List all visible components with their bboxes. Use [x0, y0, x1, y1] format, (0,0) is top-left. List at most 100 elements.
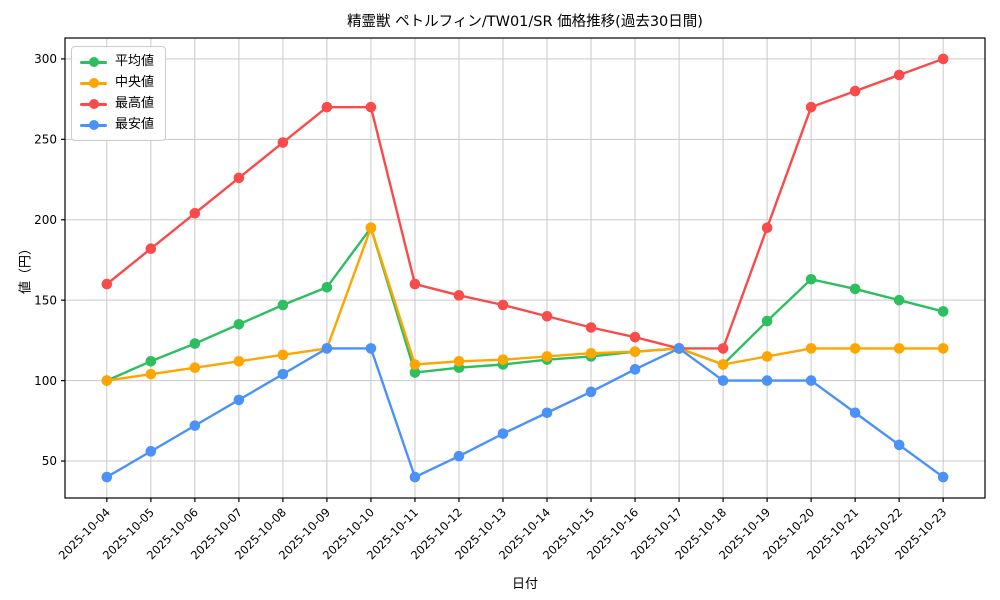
marker-high-2025-10-15 — [585, 322, 597, 333]
marker-median-2025-10-07 — [233, 355, 245, 367]
marker-median-2025-10-15 — [585, 347, 597, 359]
legend-label-low: 最安値 — [115, 117, 155, 132]
marker-low-2025-10-22 — [893, 439, 905, 451]
marker-high-2025-10-09 — [321, 101, 333, 113]
x-axis-label: 日付 — [511, 577, 539, 592]
marker-high-2025-10-14 — [541, 310, 553, 322]
marker-low-2025-10-17 — [673, 343, 685, 354]
marker-high-2025-10-22 — [893, 69, 905, 81]
marker-low-2025-10-21 — [849, 407, 861, 419]
marker-low-2025-10-06 — [189, 420, 201, 431]
y-tick-label-100: 100 — [34, 374, 57, 388]
marker-low-2025-10-04 — [101, 471, 113, 483]
marker-high-2025-10-16 — [629, 331, 641, 343]
marker-high-2025-10-20 — [805, 101, 817, 113]
marker-high-2025-10-08 — [277, 137, 289, 148]
marker-median-2025-10-14 — [541, 351, 553, 362]
legend-marker-low-icon — [88, 120, 99, 130]
marker-avg-2025-10-09 — [321, 282, 333, 293]
marker-high-2025-10-23 — [937, 53, 949, 65]
marker-low-2025-10-12 — [453, 450, 465, 462]
marker-high-2025-10-04 — [101, 278, 113, 290]
y-tick-label-250: 250 — [34, 133, 57, 147]
marker-median-2025-10-16 — [629, 346, 641, 357]
marker-avg-2025-10-22 — [893, 294, 905, 306]
series-avg — [101, 222, 949, 386]
marker-median-2025-10-20 — [805, 343, 817, 354]
y-tick-label-150: 150 — [34, 293, 57, 307]
marker-avg-2025-10-21 — [849, 283, 861, 295]
marker-median-2025-10-12 — [453, 355, 465, 367]
legend-marker-median-icon — [88, 78, 99, 88]
marker-high-2025-10-10 — [365, 101, 377, 113]
marker-median-2025-10-13 — [497, 354, 509, 365]
marker-high-2025-10-13 — [497, 299, 509, 311]
marker-avg-2025-10-19 — [761, 315, 773, 327]
legend-label-median: 中央値 — [115, 75, 155, 90]
legend-swatch-avg-icon — [80, 57, 107, 67]
series-low — [101, 343, 949, 483]
marker-median-2025-10-18 — [717, 359, 729, 370]
marker-low-2025-10-07 — [233, 394, 245, 406]
marker-avg-2025-10-23 — [937, 306, 949, 317]
marker-median-2025-10-11 — [409, 359, 421, 370]
marker-low-2025-10-15 — [585, 386, 597, 398]
marker-avg-2025-10-11 — [409, 367, 421, 378]
y-tick-labels: 50 100 150 200 250 300 — [34, 52, 57, 468]
marker-low-2025-10-14 — [541, 407, 553, 419]
marker-high-2025-10-05 — [145, 243, 157, 254]
marker-low-2025-10-05 — [145, 446, 157, 457]
marker-avg-2025-10-05 — [145, 355, 157, 367]
marker-median-2025-10-21 — [849, 343, 861, 354]
marker-low-2025-10-18 — [717, 375, 729, 386]
legend-swatch-high-icon — [80, 99, 107, 109]
y-tick-label-300: 300 — [34, 52, 57, 66]
legend: 平均値中央値最高値最安値 — [71, 46, 167, 141]
marker-avg-2025-10-08 — [277, 299, 289, 311]
marker-avg-2025-10-20 — [805, 273, 817, 285]
marker-low-2025-10-16 — [629, 364, 641, 375]
legend-label-high: 最高値 — [115, 96, 155, 111]
marker-high-2025-10-11 — [409, 278, 421, 290]
marker-low-2025-10-13 — [497, 428, 509, 439]
marker-avg-2025-10-06 — [189, 338, 201, 349]
legend-item-avg: 平均値 — [80, 54, 154, 70]
legend-item-low: 最安値 — [80, 117, 154, 133]
grid — [65, 38, 985, 498]
marker-low-2025-10-23 — [937, 471, 949, 483]
legend-swatch-low-icon — [80, 120, 107, 130]
marker-low-2025-10-09 — [321, 343, 333, 354]
marker-high-2025-10-07 — [233, 172, 245, 184]
chart-title: 精霊獣 ペトルフィン/TW01/SR 価格推移(過去30日間) — [347, 14, 703, 30]
marker-low-2025-10-10 — [365, 343, 377, 354]
legend-label-avg: 平均値 — [115, 54, 155, 69]
series-high — [101, 53, 949, 354]
marker-low-2025-10-11 — [409, 471, 421, 483]
marker-high-2025-10-19 — [761, 222, 773, 234]
marker-median-2025-10-22 — [893, 343, 905, 354]
marker-low-2025-10-20 — [805, 375, 817, 386]
legend-swatch-median-icon — [80, 78, 107, 88]
marker-high-2025-10-06 — [189, 208, 201, 219]
marker-high-2025-10-12 — [453, 290, 465, 301]
marker-high-2025-10-18 — [717, 343, 729, 354]
y-tick-label-50: 50 — [42, 454, 57, 468]
marker-median-2025-10-04 — [101, 375, 113, 386]
tick-marks — [61, 58, 944, 502]
marker-avg-2025-10-07 — [233, 318, 245, 330]
marker-median-2025-10-10 — [365, 222, 377, 234]
legend-item-median: 中央値 — [80, 75, 154, 91]
marker-median-2025-10-23 — [937, 343, 949, 354]
legend-marker-avg-icon — [88, 57, 99, 67]
marker-median-2025-10-05 — [145, 368, 157, 380]
axes-frame — [64, 37, 986, 499]
marker-median-2025-10-19 — [761, 351, 773, 362]
marker-median-2025-10-06 — [189, 362, 201, 374]
marker-low-2025-10-19 — [761, 375, 773, 386]
marker-high-2025-10-21 — [849, 85, 861, 97]
legend-item-high: 最高値 — [80, 96, 154, 112]
y-tick-label-200: 200 — [34, 213, 57, 227]
legend-marker-high-icon — [88, 99, 99, 109]
